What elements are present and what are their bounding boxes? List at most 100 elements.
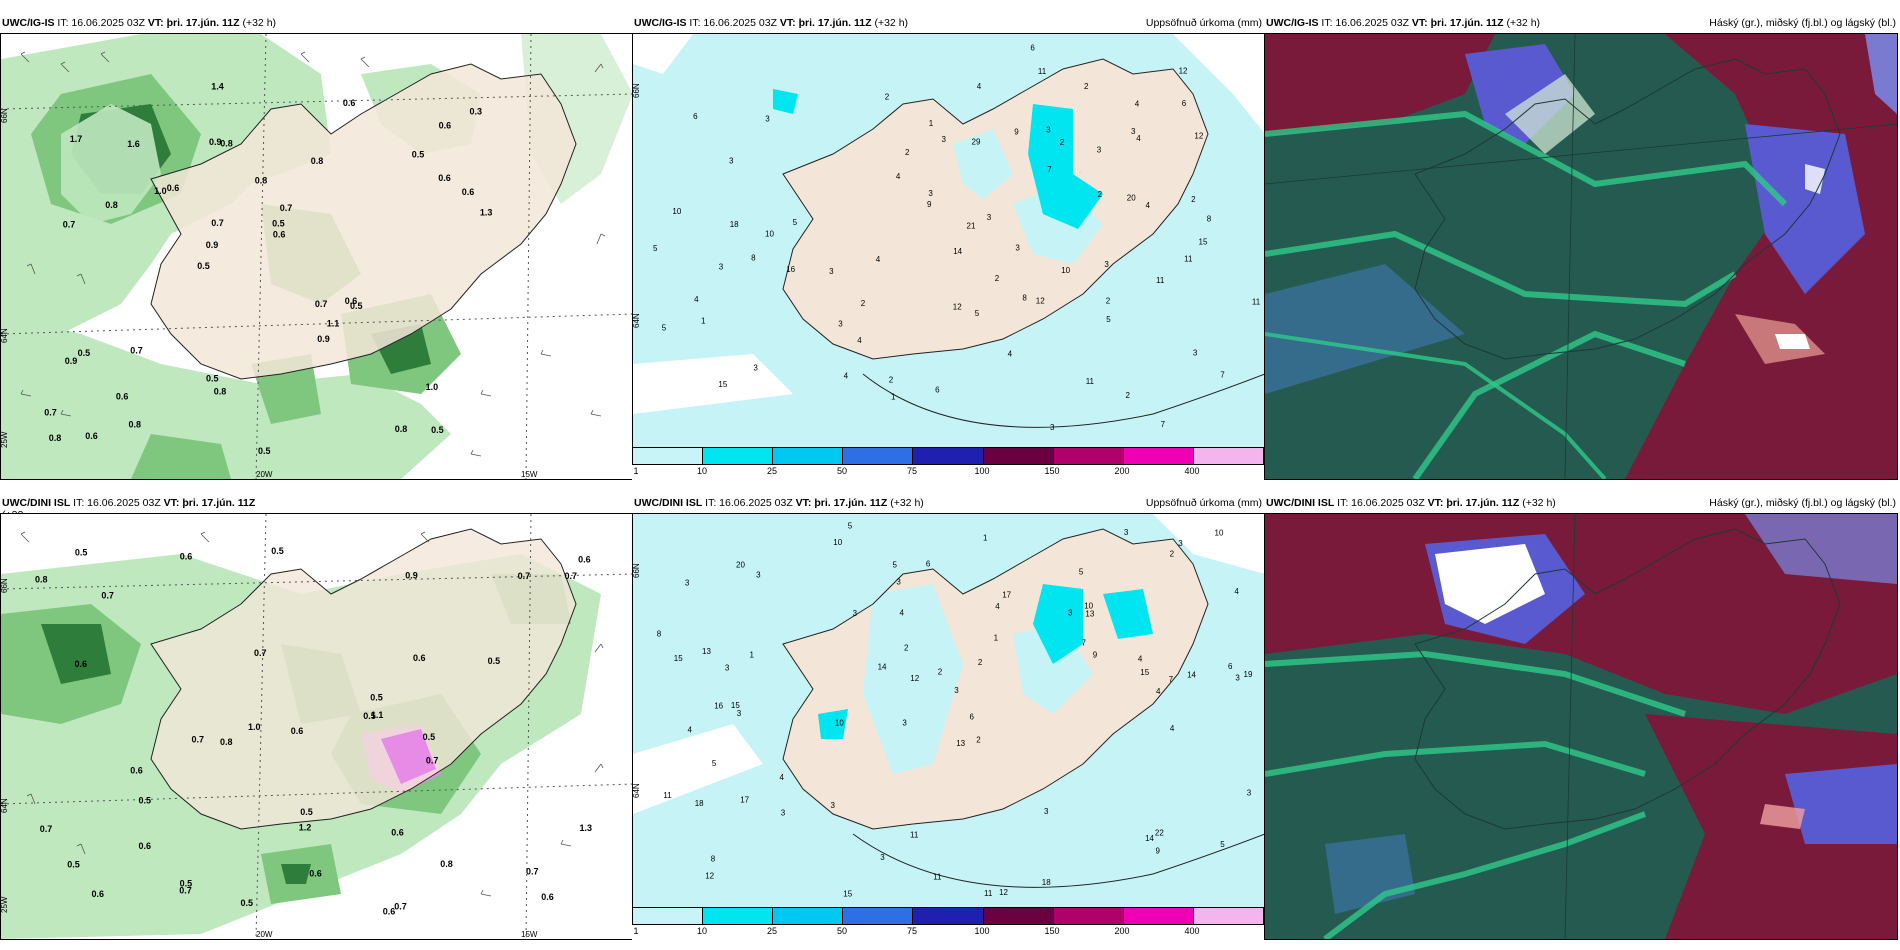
value-label: 0.7 <box>394 902 407 912</box>
value-label: 6 <box>1228 662 1233 671</box>
value-label: 4 <box>896 172 901 181</box>
value-label: 3 <box>1124 528 1129 537</box>
value-label: 0.6 <box>180 552 193 562</box>
value-label: 17 <box>740 796 749 805</box>
value-label: 3 <box>838 320 843 329</box>
value-label: 0.7 <box>63 220 76 230</box>
value-label: 9 <box>1156 847 1161 856</box>
value-label: 0.6 <box>413 653 426 663</box>
value-label: 2 <box>1191 195 1196 204</box>
value-label: 0.7 <box>101 591 114 601</box>
value-label: 0.7 <box>40 824 53 834</box>
value-label: 0.8 <box>214 387 227 397</box>
value-label: 0.7 <box>315 299 328 309</box>
value-label: 1.6 <box>127 139 140 149</box>
value-label: 0.6 <box>75 659 88 669</box>
colorbar-tick-label: 10 <box>696 926 708 936</box>
value-label: 3 <box>1050 423 1055 432</box>
value-label: 0.6 <box>343 98 356 108</box>
panel-title-right: Háský (gr.), miðský (fj.bl.) og lágský (… <box>1709 497 1896 509</box>
panel-top-left: UWC/IG-IS IT: 16.06.2025 03Z VT: þri. 17… <box>0 14 634 480</box>
value-label: 15 <box>1140 668 1149 677</box>
map-cloud-cover-igis <box>1264 33 1898 480</box>
value-label: 29 <box>972 138 981 147</box>
value-label: 3 <box>831 801 836 810</box>
value-label: 9 <box>1093 651 1098 660</box>
value-label: 4 <box>1146 201 1151 210</box>
value-label: 0.7 <box>130 346 143 356</box>
value-label: 10 <box>1061 266 1070 275</box>
colorbar-tick-label: 50 <box>836 926 848 936</box>
value-label: 2 <box>1084 82 1089 91</box>
value-label: 3 <box>765 114 770 123</box>
value-label: 4 <box>876 255 881 264</box>
value-label: 8 <box>751 253 756 262</box>
value-label: 2 <box>889 376 894 385</box>
value-label: 6 <box>935 385 940 394</box>
value-label: 2 <box>978 658 983 667</box>
value-label: 0.6 <box>309 868 322 878</box>
colorbar-swatch <box>703 908 774 924</box>
colorbar-tick-label: 75 <box>906 466 918 476</box>
value-label: 4 <box>688 726 693 735</box>
value-label: 3 <box>928 189 933 198</box>
panel-bottom-right: UWC/DINI ISL IT: 16.06.2025 03Z VT: þri.… <box>1264 494 1900 950</box>
value-label: 1 <box>891 392 896 401</box>
value-label: 11 <box>663 791 672 800</box>
value-label: 10 <box>1084 602 1093 611</box>
colorbar <box>632 907 1264 925</box>
value-label: 3 <box>1178 539 1183 548</box>
value-label: 3 <box>1193 349 1198 358</box>
value-label: 1.0 <box>154 186 167 196</box>
value-label: 5 <box>793 218 798 227</box>
value-label: 3 <box>725 663 730 672</box>
value-label: 0.6 <box>85 431 98 441</box>
value-label: 0.8 <box>255 175 268 185</box>
value-label: 5 <box>1079 568 1084 577</box>
value-label: 0.7 <box>44 408 57 418</box>
value-label: 0.5 <box>206 374 219 384</box>
value-label: 15 <box>674 654 683 663</box>
colorbar-ticks: 1 10 25 50 75 100 150 200 400 <box>632 466 1262 478</box>
value-label: 0.5 <box>412 150 425 160</box>
colorbar-tick-label: 200 <box>1114 926 1130 936</box>
value-label: 2 <box>885 92 890 101</box>
value-label: 5 <box>848 522 853 531</box>
colorbar-swatch <box>913 908 984 924</box>
value-label: 3 <box>1046 126 1051 135</box>
value-label: 20 <box>736 561 745 570</box>
value-label: 3 <box>1235 673 1240 682</box>
colorbar-swatch <box>1053 448 1124 464</box>
value-label: 0.5 <box>139 796 152 806</box>
map-accumulated-precip-dini: 66N 64N 5 5 3 3 2 15 3 3 4 4 3 12 10 10 11 12 11 3 9 4 3 16 19… <box>632 513 1266 908</box>
value-label: 0.7 <box>526 867 539 877</box>
lon-label-20: 20W <box>256 930 273 939</box>
lat-label-64: 64N <box>1 798 9 813</box>
value-label: 4 <box>1234 587 1239 596</box>
value-label: 0.5 <box>241 898 254 908</box>
colorbar-swatch <box>1193 908 1263 924</box>
value-label: 5 <box>893 560 898 569</box>
colorbar-swatch <box>983 448 1054 464</box>
value-label: 3 <box>1104 260 1109 269</box>
value-label: 1.4 <box>211 82 224 92</box>
colorbar-tick-label: 400 <box>1184 466 1200 476</box>
panel-header: UWC/DINI ISL IT: 16.06.2025 03Z VT: þri.… <box>1266 497 1556 509</box>
value-label: 0.8 <box>311 156 324 166</box>
value-label: 5 <box>662 324 667 333</box>
value-label: 1 <box>994 633 999 642</box>
lat-label-64: 64N <box>633 783 641 798</box>
lat-label-66: 66N <box>1 108 9 123</box>
value-label: 15 <box>731 701 740 710</box>
value-label: 2 <box>976 736 981 745</box>
map-cloud-cover-dini <box>1264 513 1898 940</box>
value-label: 0.7 <box>565 571 578 581</box>
map-accumulated-precip-igis: 66N 64N 7 8 8 6 3 3 3 3 3 3 2 2 4 2 3 1 3 21 10 15 12 29 20 11 1… <box>632 33 1266 448</box>
value-label: 1.1 <box>327 319 340 329</box>
value-label: 0.5 <box>180 878 193 888</box>
value-label: 1.0 <box>426 382 439 392</box>
value-label: 3 <box>737 709 742 718</box>
value-label: 10 <box>835 718 844 727</box>
value-label: 11 <box>1252 298 1261 307</box>
value-label: 17 <box>1002 590 1011 599</box>
